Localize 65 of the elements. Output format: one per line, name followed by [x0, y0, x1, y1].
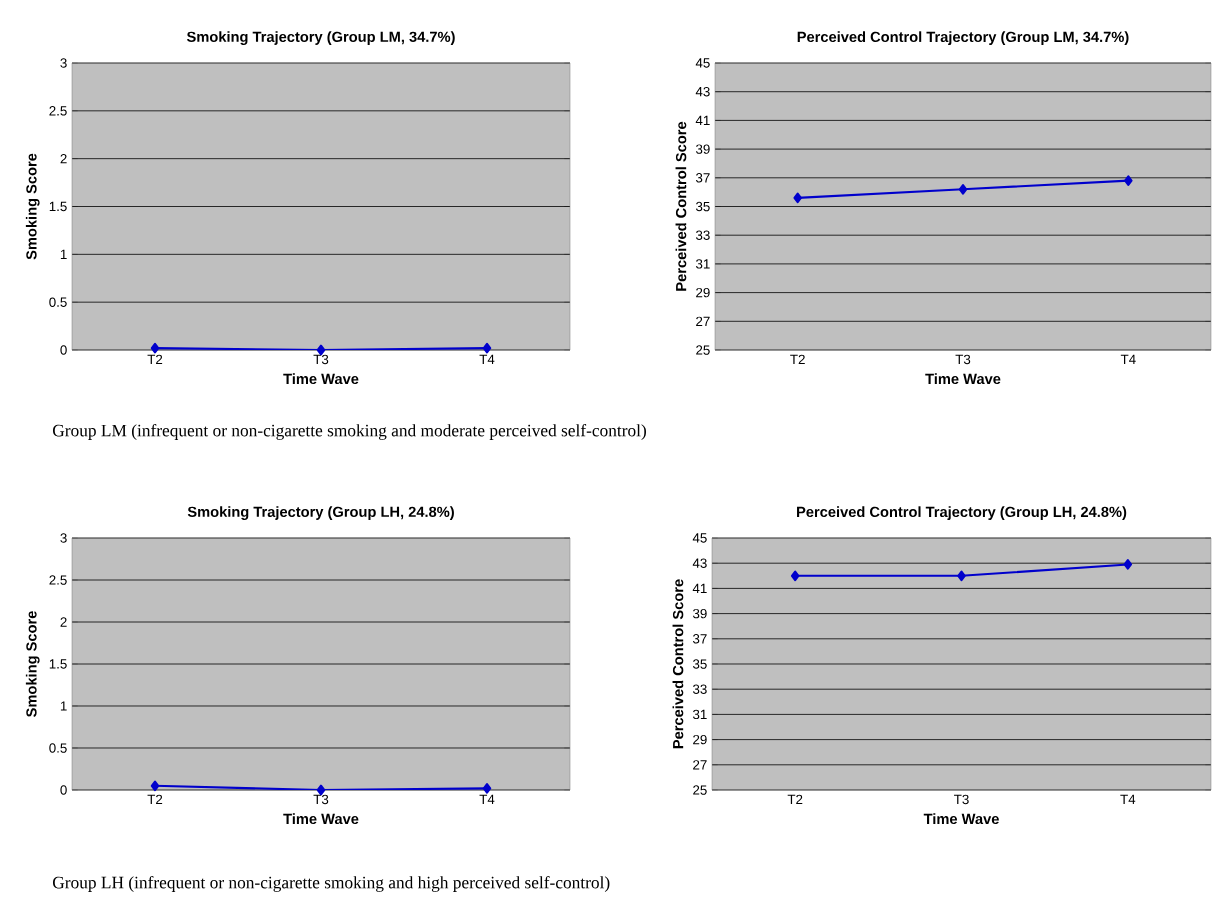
y-tick-label: 45 — [692, 533, 707, 543]
y-tick-label: 39 — [692, 608, 707, 619]
y-tick-label: 33 — [692, 684, 707, 694]
y-tick-label: 3 — [60, 533, 67, 543]
text: Group LM (infrequent or non-cigarette smoking and moderate perceived self-control) — [52, 424, 646, 440]
y-tick-label: 37 — [692, 634, 707, 644]
y-tick-label: 3 — [60, 58, 67, 68]
y-tick-label: 25 — [696, 345, 710, 355]
x-tick-label: T2 — [790, 354, 805, 365]
y-tick-label: 29 — [693, 734, 707, 745]
y-axis-title: Perceived Control Score — [675, 121, 687, 291]
y-tick-label: 45 — [695, 58, 710, 68]
y-tick-label: 27 — [696, 316, 710, 326]
text: Group LH (infrequent or non-cigarette smoking and high perceived self-control) — [52, 876, 610, 892]
x-tick-label: T4 — [1120, 354, 1136, 364]
y-tick-label: 0.5 — [49, 297, 67, 307]
y-tick-label: 31 — [695, 259, 710, 269]
y-tick-label: 39 — [695, 144, 710, 154]
x-tick-label: T2 — [787, 794, 803, 805]
y-tick-label: 41 — [692, 583, 707, 593]
y-tick-label: 43 — [695, 86, 710, 97]
x-axis-title: Time Wave — [923, 813, 999, 825]
x-axis-title: Time Wave — [283, 813, 359, 825]
point — [1124, 175, 1133, 187]
y-tick-label: 1 — [60, 249, 67, 259]
chart-title: Perceived Control Trajectory (Group LH, 24.8%) — [797, 506, 1127, 520]
x-tick-label: T2 — [147, 354, 163, 365]
x-tick-label: T3 — [313, 794, 329, 805]
y-tick-label: 25 — [693, 785, 707, 795]
y-tick-label: 2 — [60, 617, 67, 627]
x-tick-label: T3 — [954, 794, 969, 805]
y-tick-label: 2.5 — [49, 106, 67, 116]
y-tick-label: 31 — [692, 709, 707, 720]
y-axis-title: Smoking Score — [25, 153, 40, 260]
y-tick-label: 35 — [695, 201, 710, 212]
y-tick-label: 43 — [692, 558, 707, 568]
x-tick-label: T4 — [479, 794, 495, 804]
y-tick-label: 1.5 — [49, 201, 67, 212]
y-axis-title: Perceived Control Score — [672, 579, 684, 749]
y-tick-label: 1 — [60, 701, 67, 711]
x-tick-label: T3 — [313, 354, 329, 365]
y-tick-label: 35 — [692, 659, 707, 669]
chart-title: Smoking Trajectory (Group LM, 34.7%) — [186, 31, 455, 45]
y-tick-label: 0 — [60, 345, 67, 355]
y-axis-title: Smoking Score — [25, 611, 40, 717]
y-tick-label: 41 — [695, 115, 710, 125]
x-tick-label: T4 — [1120, 794, 1136, 804]
y-tick-label: 37 — [695, 173, 710, 183]
chart-title: Perceived Control Trajectory (Group LM, 34.7%) — [797, 31, 1129, 45]
y-tick-label: 1.5 — [49, 659, 67, 669]
x-tick-label: T4 — [479, 354, 495, 364]
y-tick-label: 27 — [693, 760, 707, 770]
x-tick-label: T3 — [955, 354, 971, 365]
y-tick-label: 0.5 — [49, 743, 67, 753]
y-tick-label: 2 — [60, 154, 67, 164]
chart-title: Smoking Trajectory (Group LH, 24.8%) — [187, 506, 454, 520]
y-tick-label: 33 — [695, 230, 710, 240]
y-tick-label: 2.5 — [49, 575, 67, 585]
point — [958, 183, 968, 195]
x-tick-label: T2 — [147, 794, 163, 805]
y-tick-label: 29 — [696, 287, 710, 298]
y-tick-label: 0 — [60, 785, 67, 795]
x-axis-title: Time Wave — [925, 373, 1001, 385]
point — [793, 192, 802, 204]
x-axis-title: Time Wave — [283, 373, 359, 385]
